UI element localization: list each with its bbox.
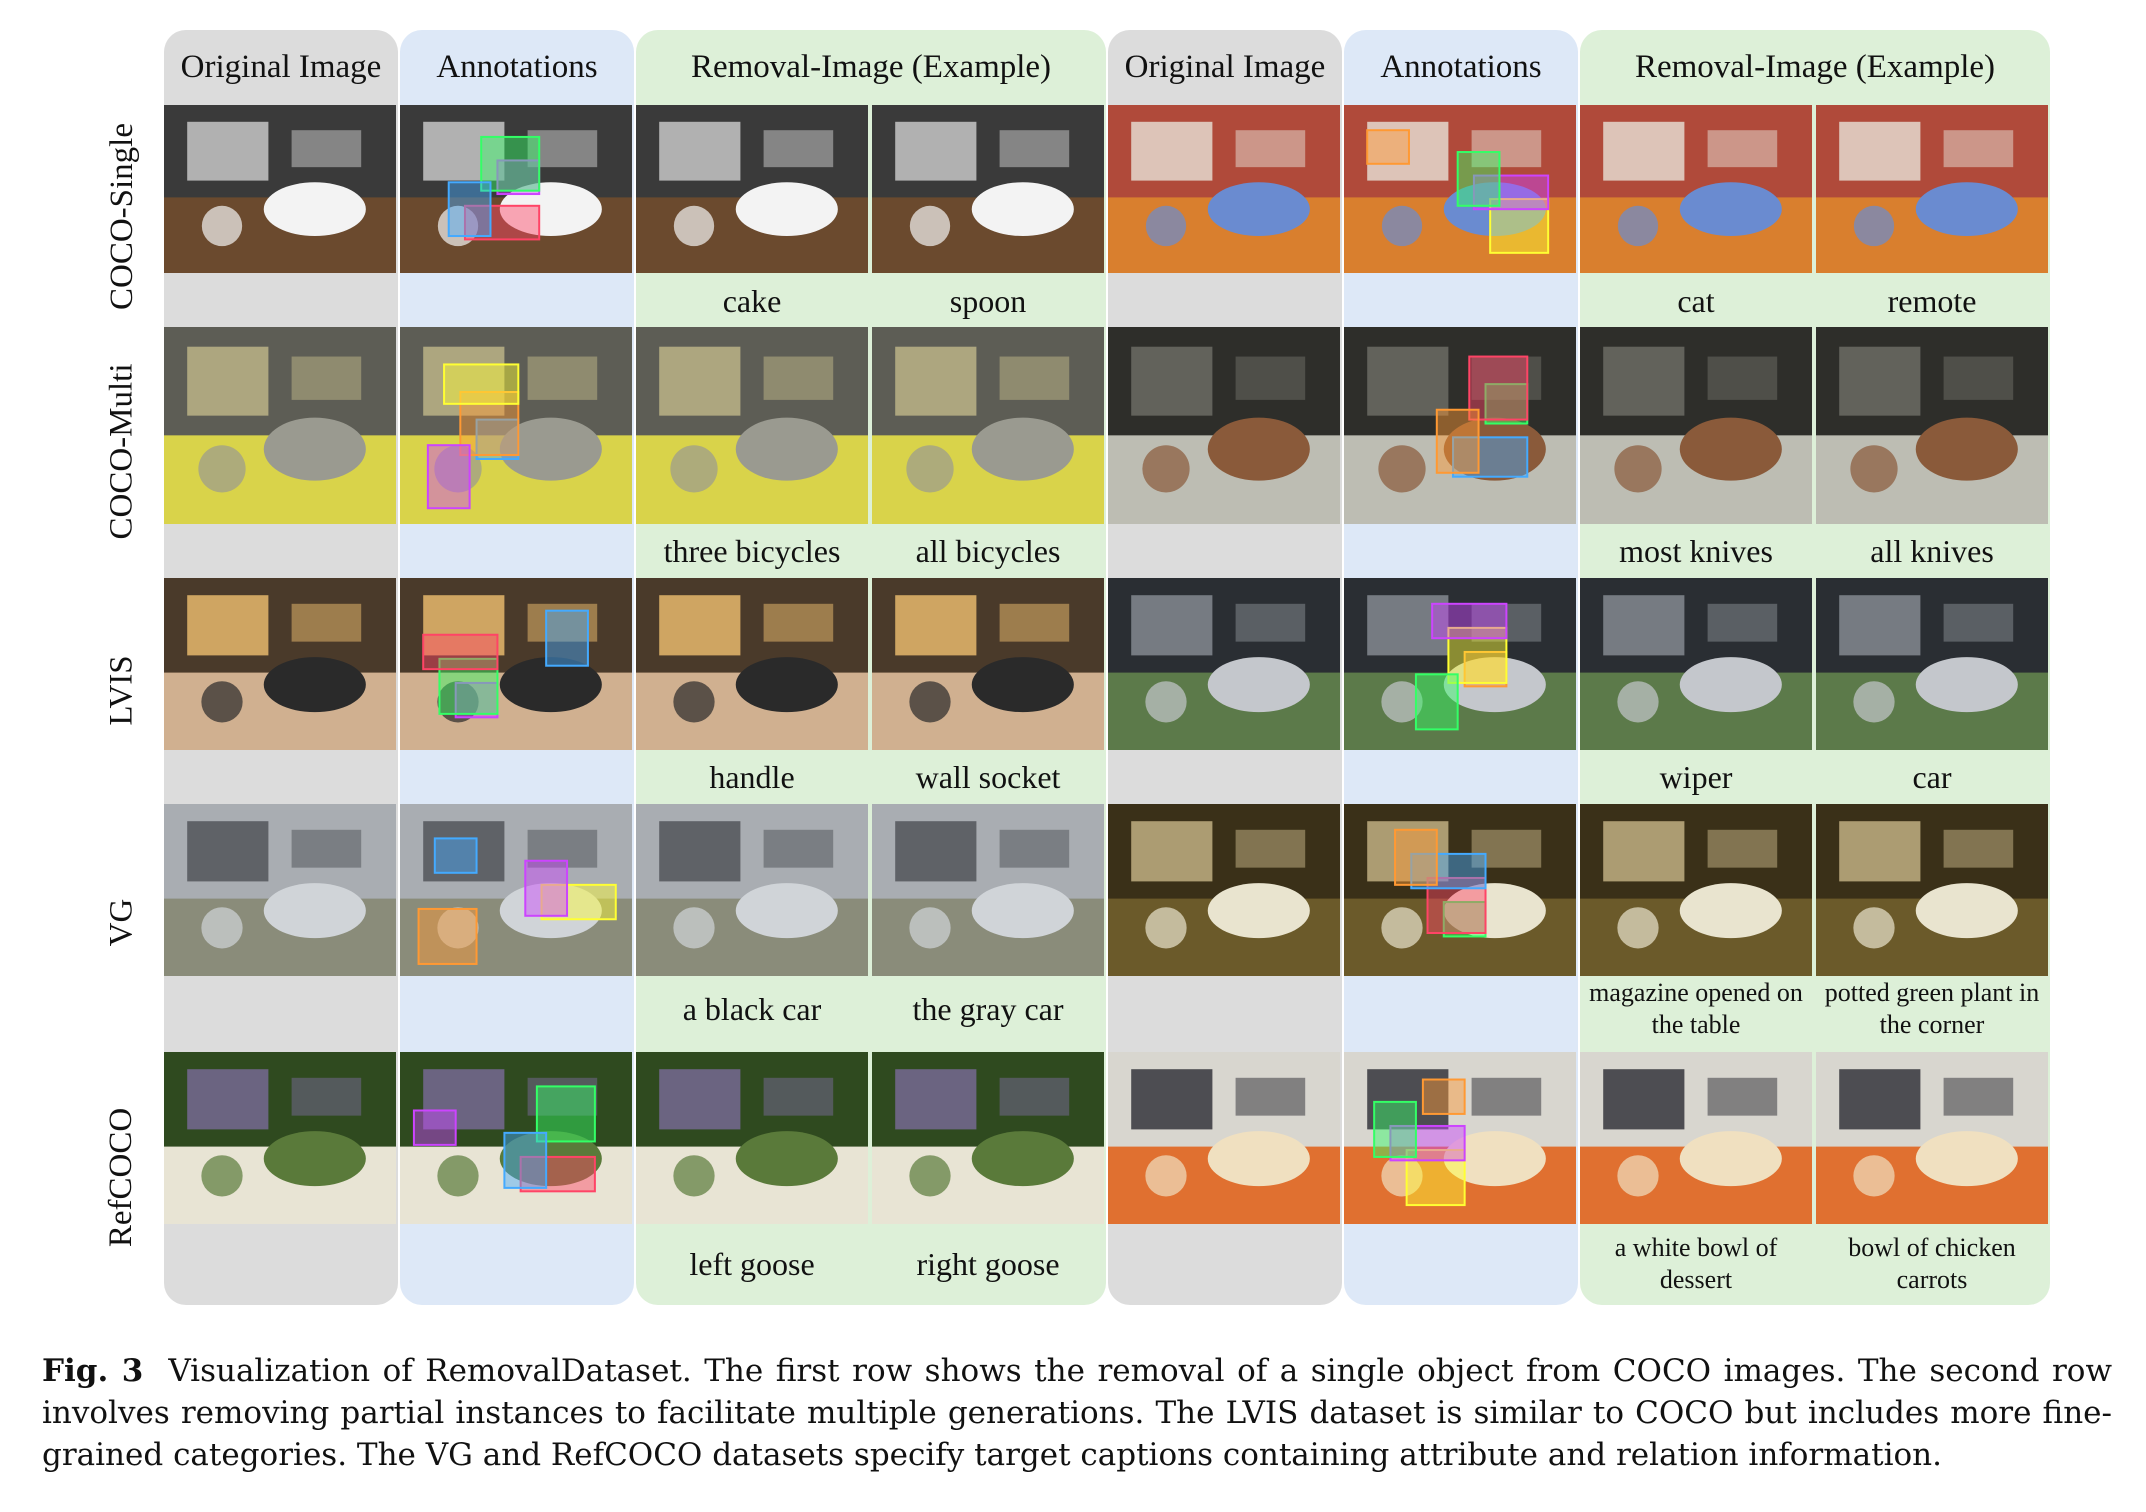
image-original <box>1108 105 1340 273</box>
image-removal-a <box>1580 327 1812 524</box>
header-original-image: Original Image <box>180 48 382 85</box>
figure-label: Fig. 3 <box>42 1353 144 1389</box>
removal-target-caption: spoon <box>949 283 1027 319</box>
removal-target-caption: three bicycles <box>663 533 841 569</box>
image-original <box>164 1052 396 1224</box>
image-annotations <box>400 1052 632 1224</box>
image-original <box>1108 1052 1340 1224</box>
image-removal-b <box>872 804 1104 976</box>
header-original-image: Original Image <box>1124 48 1326 85</box>
image-annotations <box>1344 578 1576 750</box>
image-annotations <box>400 327 632 524</box>
image-original <box>1108 578 1340 750</box>
image-annotations <box>1344 804 1576 976</box>
image-removal-a <box>1580 1052 1812 1224</box>
image-removal-b <box>1816 804 2048 976</box>
header-removal-image: Removal-Image (Example) <box>690 48 1052 85</box>
image-removal-b <box>1816 578 2048 750</box>
figure-caption: Fig. 3 Visualization of RemovalDataset. … <box>42 1350 2112 1476</box>
image-removal-a <box>1580 804 1812 976</box>
removal-target-caption: a black car <box>682 991 822 1027</box>
row-label: RefCOCO <box>82 1052 162 1302</box>
removal-target-caption: left goose <box>689 1246 815 1282</box>
image-removal-a <box>636 327 868 524</box>
image-annotations <box>400 804 632 976</box>
removal-target-caption: potted green plant in the corner <box>1824 977 2040 1040</box>
removal-target-caption: wiper <box>1659 759 1733 795</box>
removal-target-caption: handle <box>709 759 795 795</box>
image-removal-b <box>872 578 1104 750</box>
image-original <box>164 105 396 273</box>
image-removal-a <box>636 804 868 976</box>
image-removal-b <box>1816 1052 2048 1224</box>
removal-target-caption: car <box>1912 759 1952 795</box>
removal-target-caption: cat <box>1677 283 1715 319</box>
image-removal-b <box>1816 105 2048 273</box>
row-label-text: LVIS <box>103 654 140 726</box>
removal-target-caption: cake <box>722 283 782 319</box>
image-original <box>1108 804 1340 976</box>
removal-target-caption: a white bowl of dessert <box>1614 1232 1778 1295</box>
image-annotations <box>400 578 632 750</box>
image-removal-b <box>1816 327 2048 524</box>
image-removal-a <box>636 1052 868 1224</box>
row-label-text: RefCOCO <box>103 1107 140 1247</box>
removal-target-caption: most knives <box>1619 533 1773 569</box>
row-label: COCO-Multi <box>82 327 162 576</box>
image-removal-a <box>1580 578 1812 750</box>
figure-caption-text: Visualization of RemovalDataset. The fir… <box>42 1353 2112 1473</box>
removal-target-caption: remote <box>1887 283 1977 319</box>
header-annotations: Annotations <box>436 48 598 85</box>
row-label-text: COCO-Multi <box>103 363 140 540</box>
image-annotations <box>1344 105 1576 273</box>
row-label-text: VG <box>103 898 140 946</box>
image-original <box>164 327 396 524</box>
image-removal-a <box>636 105 868 273</box>
header-annotations: Annotations <box>1380 48 1542 85</box>
image-removal-b <box>872 1052 1104 1224</box>
row-label: VG <box>82 804 162 1040</box>
image-original <box>164 804 396 976</box>
row-label-text: COCO-Single <box>103 122 140 310</box>
image-original <box>164 578 396 750</box>
image-annotations <box>400 105 632 273</box>
removal-target-caption: all knives <box>1870 533 1994 569</box>
image-removal-a <box>636 578 868 750</box>
removal-target-caption: bowl of chicken carrots <box>1848 1232 2016 1295</box>
removal-target-caption: right goose <box>916 1246 1060 1282</box>
image-removal-b <box>872 327 1104 524</box>
image-annotations <box>1344 1052 1576 1224</box>
image-removal-b <box>872 105 1104 273</box>
removal-target-caption: the gray car <box>912 991 1064 1027</box>
image-annotations <box>1344 327 1576 524</box>
removal-target-caption: wall socket <box>915 759 1061 795</box>
removal-target-caption: magazine opened on the table <box>1589 977 1803 1040</box>
row-label: COCO-Single <box>82 105 162 327</box>
row-label: LVIS <box>82 578 162 802</box>
removal-target-caption: all bicycles <box>915 533 1061 569</box>
image-original <box>1108 327 1340 524</box>
header-removal-image: Removal-Image (Example) <box>1634 48 1996 85</box>
image-removal-a <box>1580 105 1812 273</box>
